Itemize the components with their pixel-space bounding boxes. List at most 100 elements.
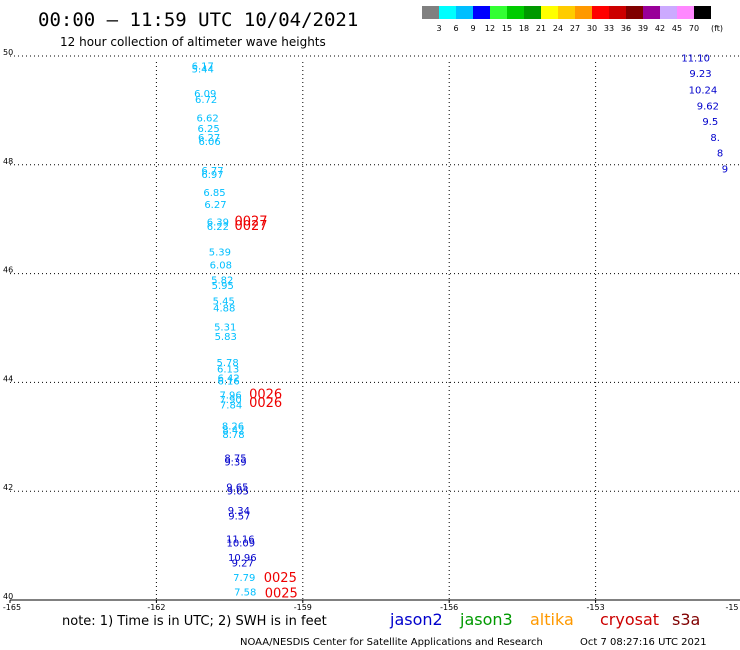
colorbar-label: 12 — [485, 24, 495, 33]
wave-height-label: 4.88 — [213, 304, 235, 315]
wave-height-label: 6.27 — [204, 200, 226, 211]
time-annotation-label: 0025 — [264, 571, 297, 586]
wave-height-label: 9.27 — [232, 558, 254, 569]
x-tick-label: -15 — [725, 603, 738, 612]
wave-height-label: 6.39 — [207, 218, 229, 229]
colorbar-label: 36 — [621, 24, 631, 33]
colorbar-swatch — [422, 6, 439, 19]
y-tick-label: 42 — [3, 483, 13, 492]
y-axis-ticks: 40 42 44 46 48 50 — [3, 48, 13, 601]
wave-height-label: 9.05 — [227, 486, 249, 497]
grid-lines — [10, 55, 740, 600]
x-tick-label: -165 — [3, 603, 21, 612]
colorbar-swatch — [592, 6, 609, 19]
wave-height-label: 8.78 — [222, 430, 244, 441]
wave-height-label: 6.17 — [192, 62, 214, 73]
wave-height-label: 6.08 — [210, 261, 232, 272]
colorbar-swatch — [456, 6, 473, 19]
wave-height-label: 8.26 — [222, 422, 244, 433]
colorbar-unit: (ft) — [711, 24, 723, 33]
wave-height-label: 7.79 — [233, 573, 255, 584]
colorbar-swatch — [677, 6, 694, 19]
wave-height-label: 9.34 — [228, 506, 250, 517]
colorbar-label: 33 — [604, 24, 614, 33]
wave-height-label: 7.58 — [234, 588, 256, 599]
colorbar-swatch — [643, 6, 660, 19]
colorbar-swatch — [558, 6, 575, 19]
wave-height-label: 10.24 — [689, 86, 718, 97]
wave-height-label: 7.96 — [219, 391, 241, 402]
y-tick-label: 50 — [3, 48, 13, 57]
colorbar-swatch — [473, 6, 490, 19]
chart-title: 00:00 — 11:59 UTC 10/04/2021 — [38, 9, 358, 31]
wave-height-label: 5.95 — [212, 281, 234, 292]
wave-height-label: 6.16 — [217, 377, 239, 388]
colorbar-label: 21 — [536, 24, 546, 33]
wave-height-label: 9.57 — [228, 511, 250, 522]
y-tick-label: 46 — [3, 266, 13, 275]
colorbar-label: 3 — [436, 24, 441, 33]
colorbar-swatch — [609, 6, 626, 19]
x-axis-ticks: -165 -162 -159 -156 -153 -15 — [3, 600, 739, 612]
wave-height-label: 9.65 — [226, 483, 248, 494]
wave-height-label: 5.31 — [214, 323, 236, 334]
wave-height-label: 9 — [722, 164, 728, 175]
wave-height-label: 6.77 — [201, 166, 223, 177]
colorbar-swatch — [626, 6, 643, 19]
wave-height-label: 5.83 — [215, 332, 237, 343]
wave-height-label: 6.13 — [217, 365, 239, 376]
plot-area: -165 -162 -159 -156 -153 -15 40 42 44 46 48 50 6.1… — [3, 48, 740, 612]
wave-height-label: 9.39 — [224, 458, 246, 469]
wave-height-label: 6.25 — [197, 124, 219, 135]
legend-note: note: 1) Time is in UTC; 2) SWH is in fe… — [62, 614, 327, 629]
x-tick-label: -153 — [587, 603, 605, 612]
wave-height-label: 6.42 — [217, 373, 239, 384]
wave-height-label: 5.39 — [209, 248, 231, 259]
wave-height-label: 9.5 — [702, 117, 718, 128]
y-tick-label: 44 — [3, 374, 13, 383]
wave-height-label: 11.16 — [226, 534, 255, 545]
legend-item-cryosat: cryosat — [600, 610, 659, 629]
wave-height-label: 6.22 — [207, 222, 229, 233]
wave-height-label: 9.23 — [689, 69, 711, 80]
colorbar-label: 27 — [570, 24, 580, 33]
colorbar-label: 70 — [689, 24, 699, 33]
y-tick-label: 40 — [3, 592, 13, 601]
wave-height-label: 5.45 — [213, 297, 235, 308]
time-annotation-label: 0026 — [249, 396, 282, 411]
colorbar-swatch — [541, 6, 558, 19]
wave-height-points: 6.175.446.096.726.626.256.276.066.776.97… — [192, 53, 728, 598]
wave-height-label: 8.75 — [224, 453, 246, 464]
wave-height-label: 6.72 — [195, 95, 217, 106]
legend-item-jason2: jason2 — [389, 610, 443, 629]
wave-height-label: 6.85 — [203, 188, 225, 199]
x-tick-label: -159 — [294, 603, 312, 612]
colorbar-swatch — [660, 6, 677, 19]
colorbar-label: 39 — [638, 24, 648, 33]
wave-height-label: 10.96 — [228, 553, 257, 564]
time-annotation-label: 0027 — [234, 215, 267, 230]
wave-height-label: 6.97 — [201, 170, 223, 181]
colorbar-label: 30 — [587, 24, 597, 33]
wave-height-label: 8.42 — [222, 426, 244, 437]
colorbar-swatch — [694, 6, 711, 19]
legend-item-s3a: s3a — [672, 610, 700, 629]
colorbar-label: 9 — [470, 24, 475, 33]
colorbar-label: 15 — [502, 24, 512, 33]
wave-height-label: 7.84 — [220, 401, 242, 412]
time-annotation-label: 0025 — [265, 586, 298, 601]
satellite-legend: jason2 jason3 altika cryosat s3a — [389, 610, 700, 629]
wave-height-label: 6.27 — [198, 133, 220, 144]
wave-height-label: 5.44 — [192, 64, 214, 75]
legend-item-jason3: jason3 — [459, 610, 513, 629]
colorbar-swatch — [524, 6, 541, 19]
colorbar-swatch — [507, 6, 524, 19]
colorbar-legend: 3 6 9 12 15 18 21 24 27 30 33 36 39 42 45 70 (ft) — [422, 6, 723, 33]
x-tick-label: -156 — [440, 603, 458, 612]
footer-credit: NOAA/NESDIS Center for Satellite Applica… — [240, 637, 543, 648]
wave-height-label: 5.82 — [211, 275, 233, 286]
chart-subtitle: 12 hour collection of altimeter wave hei… — [60, 35, 326, 49]
wave-height-label: 10.09 — [227, 539, 256, 550]
wave-height-label: 8. — [710, 133, 720, 144]
